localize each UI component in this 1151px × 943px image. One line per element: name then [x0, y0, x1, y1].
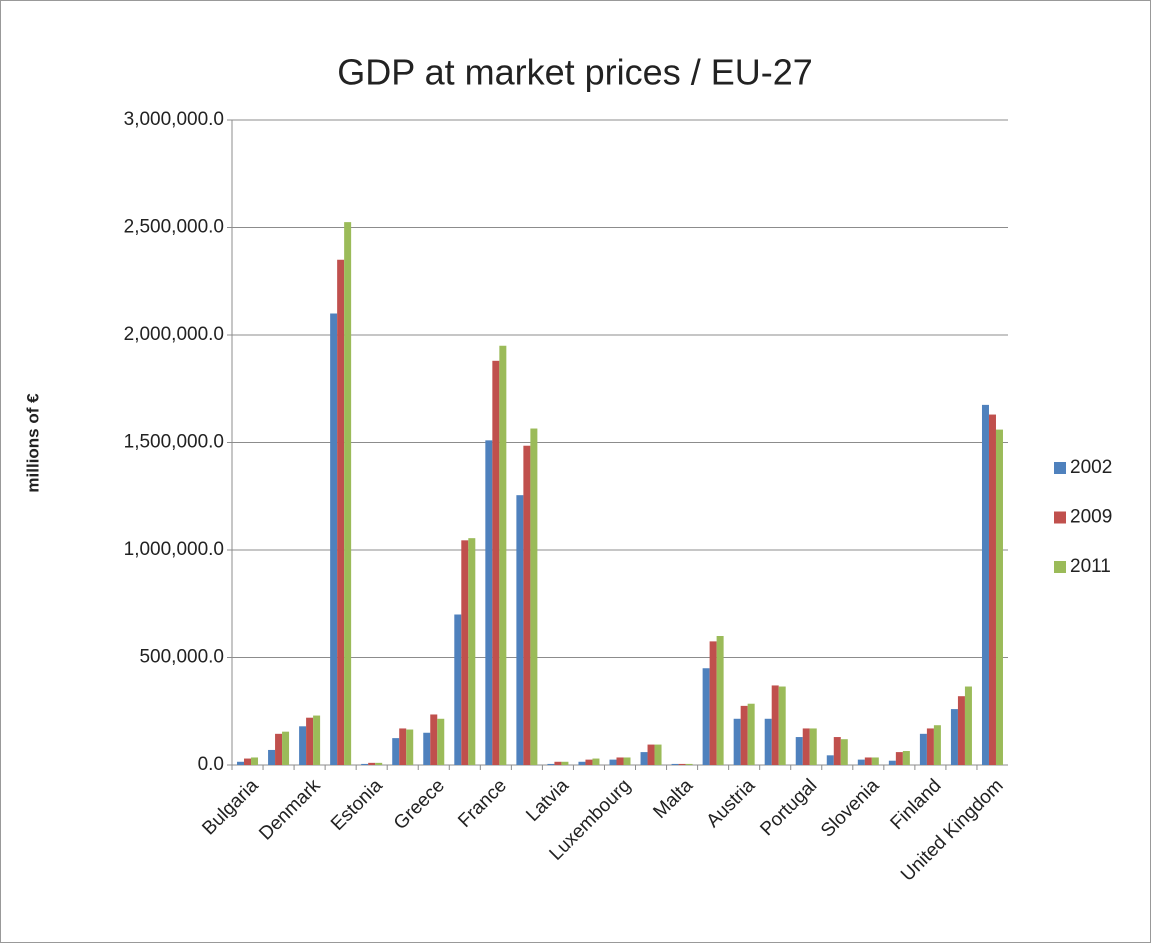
bar — [561, 761, 569, 765]
bar — [499, 345, 507, 765]
bar — [406, 729, 414, 765]
bar — [902, 751, 910, 765]
bar — [454, 614, 462, 765]
bar — [826, 755, 834, 765]
bar — [361, 763, 369, 765]
bar — [244, 758, 252, 765]
bar — [895, 752, 903, 765]
bar — [933, 725, 941, 765]
bar — [857, 759, 865, 765]
legend-swatch — [1054, 462, 1066, 474]
bar — [919, 733, 927, 765]
bar — [468, 538, 476, 765]
bar — [547, 763, 555, 765]
y-tick-label: 0.0 — [198, 754, 224, 775]
bar — [957, 696, 965, 765]
bar — [251, 757, 259, 765]
bar — [423, 732, 431, 765]
bar — [578, 761, 586, 765]
legend-label: 2011 — [1070, 556, 1111, 577]
bar — [964, 686, 972, 765]
bar — [833, 737, 841, 765]
bar — [654, 744, 662, 765]
y-tick-label: 1,500,000.0 — [124, 432, 224, 453]
bar — [709, 641, 717, 765]
bar — [530, 428, 538, 765]
y-tick-label: 2,000,000.0 — [124, 324, 224, 345]
bar — [268, 749, 276, 765]
bar — [771, 685, 779, 765]
bar — [585, 759, 593, 765]
bar — [716, 636, 724, 765]
bar — [275, 733, 283, 765]
bar — [840, 739, 848, 765]
bar — [802, 728, 810, 765]
bar — [461, 540, 469, 765]
y-tick-label: 500,000.0 — [139, 647, 224, 668]
bar — [647, 744, 655, 765]
bar — [282, 731, 290, 765]
bar — [430, 714, 438, 765]
legend-label: 2002 — [1070, 457, 1112, 478]
bar — [592, 758, 600, 765]
legend-label: 2009 — [1070, 507, 1112, 528]
bar — [685, 763, 693, 765]
bar — [330, 313, 338, 765]
bar — [344, 222, 352, 765]
bar — [795, 737, 803, 765]
bar — [640, 752, 648, 765]
bar — [313, 715, 321, 765]
bar — [740, 705, 748, 765]
bar — [950, 709, 958, 765]
bar — [871, 757, 879, 765]
y-axis-label: millions of € — [23, 393, 42, 493]
bar — [437, 718, 445, 765]
bar — [516, 495, 524, 765]
bar — [747, 703, 755, 765]
bar — [678, 763, 686, 765]
bar — [809, 728, 817, 765]
bar — [778, 686, 786, 765]
legend-swatch — [1054, 511, 1066, 524]
bar — [299, 726, 307, 765]
chart-title: GDP at market prices / EU-27 — [337, 52, 813, 93]
bar — [399, 728, 407, 765]
bar — [485, 440, 493, 765]
bar — [616, 757, 624, 765]
bar — [237, 761, 245, 765]
bar — [671, 763, 679, 765]
bar — [375, 762, 383, 765]
bar — [306, 717, 314, 765]
bar — [926, 728, 934, 765]
bar — [888, 760, 896, 765]
y-tick-label: 2,500,000.0 — [124, 217, 224, 238]
legend-swatch — [1054, 561, 1066, 573]
bar — [733, 718, 741, 765]
bar — [368, 762, 376, 765]
bar — [764, 718, 772, 765]
bar — [702, 668, 710, 765]
bar — [864, 757, 872, 765]
bar — [554, 761, 562, 765]
y-tick-label: 3,000,000.0 — [124, 109, 224, 130]
y-tick-label: 1,000,000.0 — [124, 539, 224, 560]
bar — [981, 404, 989, 765]
bar — [337, 259, 345, 765]
bar — [392, 738, 400, 765]
bar — [523, 445, 531, 765]
bar — [995, 429, 1003, 765]
bar — [988, 414, 996, 765]
bar — [609, 759, 617, 765]
bar — [492, 360, 500, 765]
bar — [623, 757, 631, 765]
